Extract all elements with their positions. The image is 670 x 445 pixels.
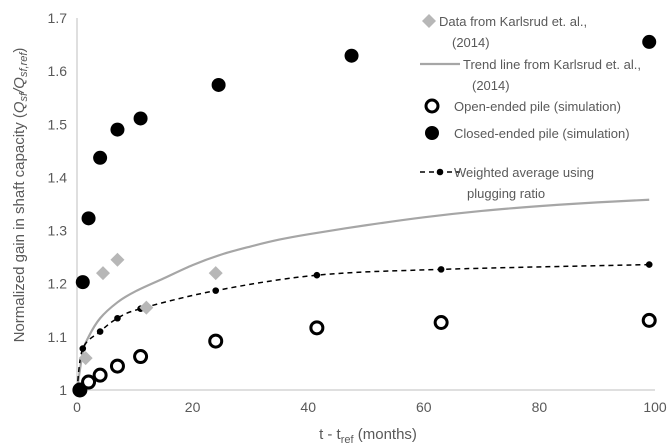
y-tick-label: 1.7 xyxy=(48,10,68,26)
x-tick-label: 20 xyxy=(185,399,201,415)
x-tick-label: 100 xyxy=(643,399,667,415)
series-open-circle xyxy=(72,312,657,398)
diamond-point xyxy=(96,266,111,281)
filled-circle-point xyxy=(211,77,226,92)
open-circle-point xyxy=(433,315,449,331)
series-filled-circle xyxy=(72,34,657,397)
legend-entry: Closed-ended pile (simulation) xyxy=(425,126,630,141)
diamond-point xyxy=(110,252,125,267)
weighted-average-point xyxy=(645,261,653,268)
legend: Data from Karlsrud et. al.,(2014)Trend l… xyxy=(420,14,641,201)
series-dashed-line xyxy=(73,261,653,394)
legend-label: (2014) xyxy=(472,78,510,93)
weighted-average-line xyxy=(76,263,650,391)
x-axis-label: t - tref (months) xyxy=(319,426,417,445)
filled-circle-point xyxy=(133,111,148,126)
filled-circle-point xyxy=(75,275,90,290)
open-circle-point xyxy=(309,320,325,336)
weighted-average-point xyxy=(96,328,104,335)
weighted-average-point xyxy=(313,271,321,279)
y-tick-label: 1.3 xyxy=(48,223,68,239)
filled-circle-point xyxy=(93,150,108,165)
legend-label: plugging ratio xyxy=(467,186,545,201)
series-line xyxy=(75,198,650,391)
legend-swatch-marker xyxy=(425,126,439,140)
x-tick-label: 60 xyxy=(416,399,432,415)
legend-label: Data from Karlsrud et. al., xyxy=(439,14,587,29)
filled-circle-point xyxy=(81,211,96,226)
y-tick-label: 1.1 xyxy=(48,329,68,345)
open-circle-point xyxy=(81,374,97,390)
x-tick-label: 40 xyxy=(300,399,316,415)
weighted-average-point xyxy=(114,314,121,322)
y-tick-label: 1 xyxy=(59,382,67,398)
legend-label: Open-ended pile (simulation) xyxy=(454,99,621,114)
plot-area xyxy=(72,34,657,398)
legend-entry: Open-ended pile (simulation) xyxy=(424,98,621,114)
tick-labels: 0 20 40 60 80 100 1 1.1 1.2 1.3 1.4 1.5 1.6 1.7 xyxy=(48,10,667,415)
weighted-average-point xyxy=(437,266,445,273)
filled-circle-point xyxy=(72,383,87,397)
legend-label: (2014) xyxy=(452,35,490,50)
legend-label: Closed-ended pile (simulation) xyxy=(454,126,630,141)
legend-label: Weighted average using xyxy=(454,165,594,180)
legend-swatch-marker xyxy=(424,98,440,114)
legend-entry: Weighted average using plugging ratio xyxy=(420,165,594,201)
open-circle-point xyxy=(133,349,149,365)
open-circle-point xyxy=(641,312,657,328)
trend-line xyxy=(75,198,650,391)
legend-label: Trend line from Karlsrud et. al., xyxy=(463,57,641,72)
legend-entry: Data from Karlsrud et. al., (2014) xyxy=(422,14,587,50)
filled-circle-point xyxy=(344,48,359,63)
y-tick-label: 1.4 xyxy=(48,169,68,185)
diamond-point xyxy=(78,351,93,366)
open-circle-point xyxy=(208,333,224,349)
diamond-point xyxy=(139,300,154,315)
y-axis-label: Normalized gain in shaft capacity (Qsf/Q… xyxy=(11,48,30,343)
x-tick-label: 80 xyxy=(532,399,548,415)
weighted-average-point xyxy=(212,287,220,294)
open-circle-point xyxy=(92,367,108,383)
y-tick-label: 1.5 xyxy=(48,116,68,132)
y-tick-label: 1.2 xyxy=(48,276,68,292)
axes xyxy=(76,18,655,391)
legend-swatch-marker xyxy=(436,168,444,176)
filled-circle-point xyxy=(110,122,125,137)
legend-entry: Trend line from Karlsrud et. al., (2014) xyxy=(420,57,641,93)
x-tick-label: 0 xyxy=(73,399,81,415)
diamond-point xyxy=(208,266,223,281)
open-circle-point xyxy=(109,358,125,374)
weighted-average-point xyxy=(79,345,87,352)
legend-swatch-marker xyxy=(422,14,436,28)
filled-circle-point xyxy=(642,34,657,49)
y-tick-label: 1.6 xyxy=(48,63,68,79)
